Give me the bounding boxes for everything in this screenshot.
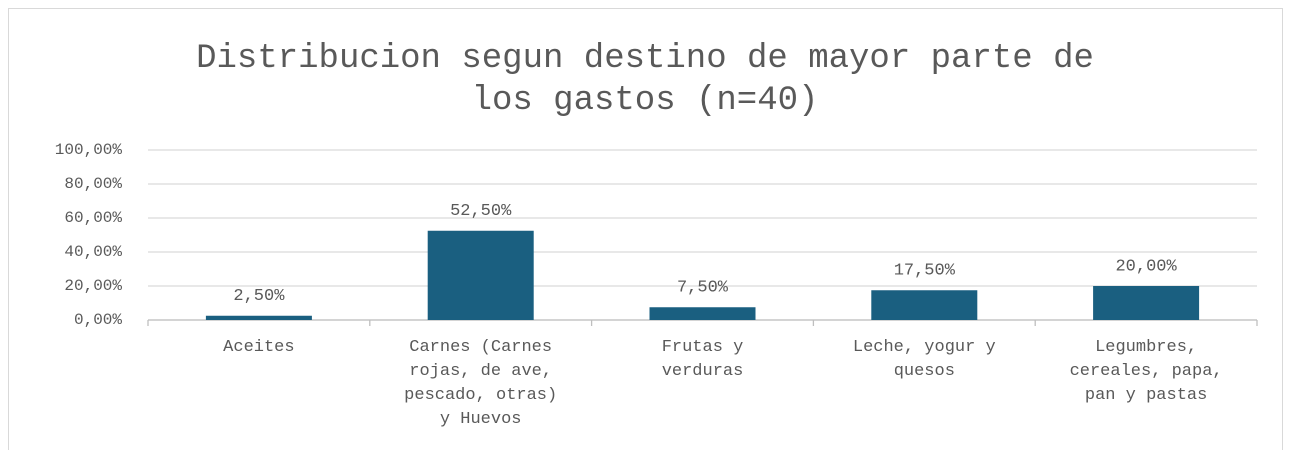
bar [871,290,978,320]
data-label: 7,50% [677,279,729,298]
y-tick-label: 80,00% [64,175,122,193]
data-label: 17,50% [894,262,956,281]
bar [649,307,756,320]
data-label: 2,50% [233,287,285,306]
y-tick-label: 100,00% [55,141,123,159]
y-tick-label: 20,00% [64,277,122,295]
x-tick-label: Legumbres, cereales, papa, pan y pastas [1069,338,1223,405]
bar [427,230,534,320]
x-tick-label: Leche, yogur y quesos [852,338,996,381]
data-label: 20,00% [1115,257,1177,276]
x-tick-label: Aceites [223,338,295,357]
chart-title: Distribucion segun destino de mayor part… [196,40,1094,120]
data-label: 52,50% [450,202,512,221]
bar [205,315,312,320]
y-tick-label: 40,00% [64,243,122,261]
y-tick-label: 0,00% [74,311,122,329]
chart-frame [8,8,1283,450]
bar [1093,286,1200,320]
y-tick-label: 60,00% [64,209,122,227]
x-tick-label: Carnes (Carnes rojas, de ave, pescado, o… [404,338,558,429]
x-tick-label: Frutas y verduras [661,338,744,381]
